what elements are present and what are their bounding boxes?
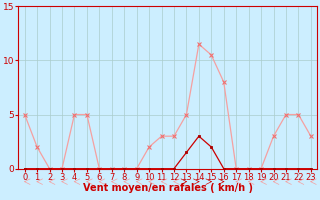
X-axis label: Vent moyen/en rafales ( km/h ): Vent moyen/en rafales ( km/h ) xyxy=(83,183,253,193)
